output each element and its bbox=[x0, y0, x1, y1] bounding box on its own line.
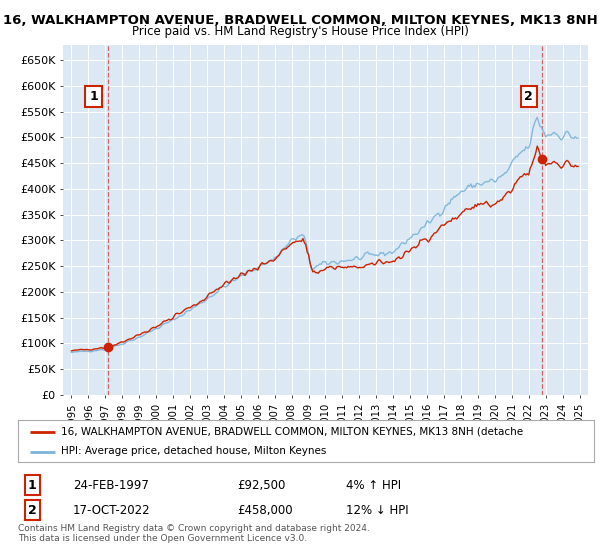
Text: 16, WALKHAMPTON AVENUE, BRADWELL COMMON, MILTON KEYNES, MK13 8NH: 16, WALKHAMPTON AVENUE, BRADWELL COMMON,… bbox=[2, 14, 598, 27]
Text: 24-FEB-1997: 24-FEB-1997 bbox=[73, 479, 149, 492]
Text: 4% ↑ HPI: 4% ↑ HPI bbox=[346, 479, 401, 492]
Text: 1: 1 bbox=[89, 90, 98, 103]
Text: 12% ↓ HPI: 12% ↓ HPI bbox=[346, 504, 409, 517]
Text: 17-OCT-2022: 17-OCT-2022 bbox=[73, 504, 151, 517]
Text: 16, WALKHAMPTON AVENUE, BRADWELL COMMON, MILTON KEYNES, MK13 8NH (detache: 16, WALKHAMPTON AVENUE, BRADWELL COMMON,… bbox=[61, 427, 523, 437]
Text: 2: 2 bbox=[28, 504, 37, 517]
Text: HPI: Average price, detached house, Milton Keynes: HPI: Average price, detached house, Milt… bbox=[61, 446, 326, 456]
Text: Contains HM Land Registry data © Crown copyright and database right 2024.
This d: Contains HM Land Registry data © Crown c… bbox=[18, 524, 370, 543]
Text: £458,000: £458,000 bbox=[237, 504, 293, 517]
Text: 1: 1 bbox=[28, 479, 37, 492]
Text: Price paid vs. HM Land Registry's House Price Index (HPI): Price paid vs. HM Land Registry's House … bbox=[131, 25, 469, 38]
Text: 2: 2 bbox=[524, 90, 533, 103]
Text: £92,500: £92,500 bbox=[237, 479, 285, 492]
